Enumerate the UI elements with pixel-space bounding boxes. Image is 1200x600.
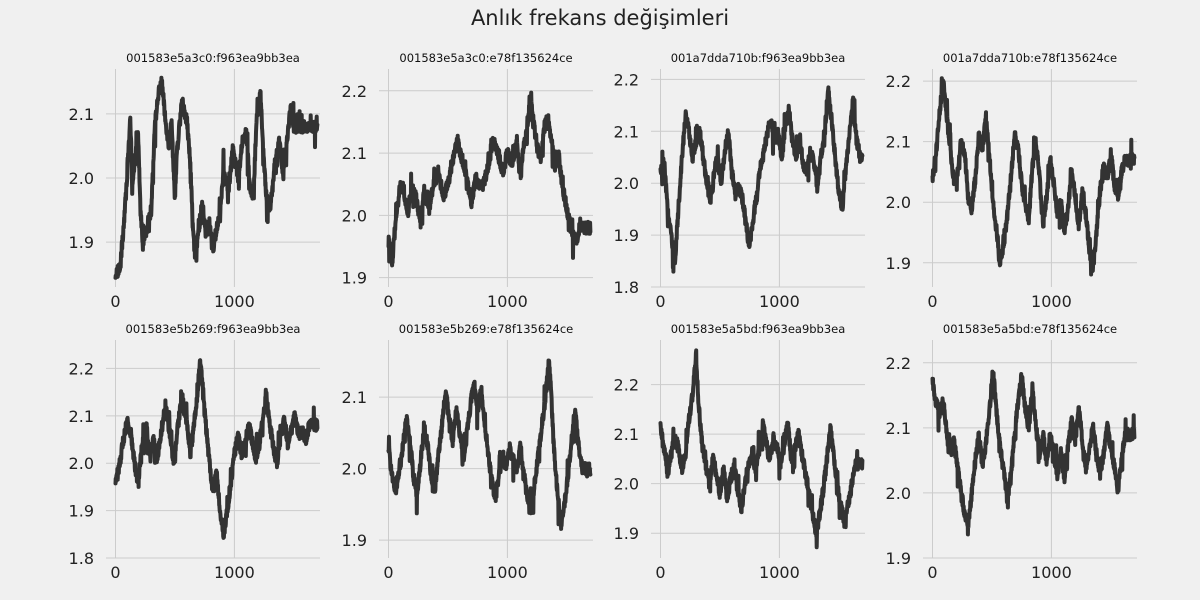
y-tick-label: 2.0 bbox=[342, 460, 367, 479]
subplot-title: 001583e5a5bd:e78f135624ce bbox=[943, 322, 1117, 336]
y-tick-label: 2.0 bbox=[614, 174, 639, 193]
series-line bbox=[658, 85, 865, 274]
y-tick-label: 2.0 bbox=[886, 193, 911, 212]
x-tick-label: 0 bbox=[655, 563, 665, 582]
x-tick-label: 0 bbox=[110, 292, 120, 311]
x-tick-label: 1000 bbox=[214, 292, 255, 311]
subplot-1: 001583e5a3c0:f963ea9bb3ea 1.9 2.0 2.1 0 1000 bbox=[69, 51, 320, 311]
series-line bbox=[113, 75, 320, 280]
x-tick-label: 1000 bbox=[214, 563, 255, 582]
y-tick-label: 1.9 bbox=[69, 233, 94, 252]
subplot-title: 001a7dda710b:e78f135624ce bbox=[943, 51, 1117, 65]
x-tick-label: 0 bbox=[655, 292, 665, 311]
subplot-4: 001a7dda710b:e78f135624ce 1.9 2.0 2.1 2.2 0 10… bbox=[886, 51, 1137, 311]
x-tick-label: 1000 bbox=[759, 292, 800, 311]
x-tick-label: 1000 bbox=[1031, 292, 1072, 311]
y-tick-label: 2.0 bbox=[342, 206, 367, 225]
x-tick-label: 1000 bbox=[759, 563, 800, 582]
y-tick-label: 2.1 bbox=[614, 425, 639, 444]
y-tick-label: 1.9 bbox=[342, 531, 367, 550]
y-tick-label: 2.1 bbox=[342, 388, 367, 407]
subplot-8: 001583e5a5bd:e78f135624ce 1.9 2.0 2.1 2.2 0 10… bbox=[886, 322, 1137, 582]
y-tick-label: 2.2 bbox=[69, 359, 94, 378]
y-tick-label: 1.9 bbox=[886, 254, 911, 273]
series-line bbox=[658, 348, 865, 550]
series-line bbox=[386, 90, 593, 268]
y-tick-label: 2.2 bbox=[614, 70, 639, 89]
y-tick-label: 2.2 bbox=[886, 72, 911, 91]
y-tick-label: 1.9 bbox=[614, 226, 639, 245]
subplot-6: 001583e5b269:e78f135624ce 1.9 2.0 2.1 0 1000 bbox=[342, 322, 593, 582]
y-tick-label: 2.2 bbox=[614, 376, 639, 395]
x-tick-label: 1000 bbox=[487, 563, 528, 582]
y-tick-label: 2.0 bbox=[614, 475, 639, 494]
y-tick-label: 1.8 bbox=[614, 278, 639, 297]
subplot-title: 001583e5a3c0:e78f135624ce bbox=[399, 51, 572, 65]
x-tick-label: 0 bbox=[383, 292, 393, 311]
y-tick-label: 2.0 bbox=[886, 484, 911, 503]
subplot-2: 001583e5a3c0:e78f135624ce 1.9 2.0 2.1 2.2 0 10… bbox=[342, 51, 593, 311]
y-tick-label: 2.0 bbox=[69, 169, 94, 188]
y-tick-label: 1.9 bbox=[69, 502, 94, 521]
y-tick-label: 1.9 bbox=[614, 524, 639, 543]
subplot-title: 001583e5b269:e78f135624ce bbox=[399, 322, 573, 336]
x-tick-label: 1000 bbox=[487, 292, 528, 311]
subplot-5: 001583e5b269:f963ea9bb3ea 1.8 1.9 2.0 2.1 2.2… bbox=[69, 322, 320, 582]
figure-title: Anlık frekans değişimleri bbox=[470, 6, 730, 30]
y-tick-label: 2.1 bbox=[69, 105, 94, 124]
y-tick-label: 2.1 bbox=[342, 144, 367, 163]
subplot-title: 001583e5a5bd:f963ea9bb3ea bbox=[671, 322, 846, 336]
series-line bbox=[113, 358, 320, 540]
y-tick-label: 2.1 bbox=[886, 133, 911, 152]
x-tick-label: 0 bbox=[110, 563, 120, 582]
y-tick-label: 2.2 bbox=[886, 354, 911, 373]
y-tick-label: 2.0 bbox=[69, 454, 94, 473]
subplot-3: 001a7dda710b:f963ea9bb3ea 1.8 1.9 2.0 2.1 2.2… bbox=[614, 51, 865, 311]
series-line bbox=[930, 369, 1137, 537]
y-tick-label: 1.8 bbox=[69, 549, 94, 568]
subplot-7: 001583e5a5bd:f963ea9bb3ea 1.9 2.0 2.1 2.2 0 10… bbox=[614, 322, 865, 582]
y-tick-label: 2.2 bbox=[342, 82, 367, 101]
x-tick-label: 0 bbox=[927, 292, 937, 311]
x-tick-label: 0 bbox=[927, 563, 937, 582]
series-line bbox=[386, 358, 593, 531]
subplot-title: 001a7dda710b:f963ea9bb3ea bbox=[671, 51, 846, 65]
subplot-title: 001583e5a3c0:f963ea9bb3ea bbox=[126, 51, 300, 65]
x-tick-label: 1000 bbox=[1031, 563, 1072, 582]
y-tick-label: 1.9 bbox=[886, 549, 911, 568]
x-tick-label: 0 bbox=[383, 563, 393, 582]
y-tick-label: 2.1 bbox=[886, 419, 911, 438]
y-tick-label: 2.1 bbox=[614, 122, 639, 141]
subplot-title: 001583e5b269:f963ea9bb3ea bbox=[126, 322, 301, 336]
y-tick-label: 2.1 bbox=[69, 407, 94, 426]
series-line bbox=[930, 76, 1137, 277]
y-tick-label: 1.9 bbox=[342, 269, 367, 288]
